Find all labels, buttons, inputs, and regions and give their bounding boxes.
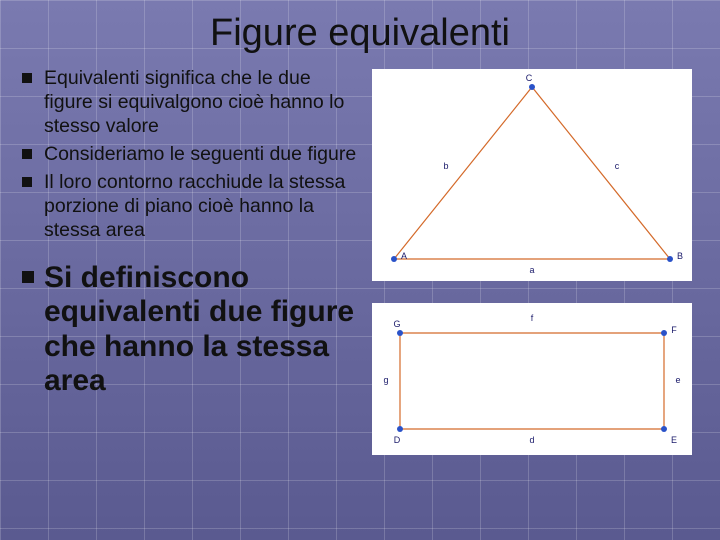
triangle-figure: A B Ca b c xyxy=(372,69,692,281)
svg-text:e: e xyxy=(675,375,680,385)
content-row: Equivalenti significa che le due figure … xyxy=(22,67,698,455)
svg-text:G: G xyxy=(393,319,400,329)
bullet-list-big: Si definiscono equivalenti due figure ch… xyxy=(22,261,362,399)
svg-text:C: C xyxy=(526,73,533,83)
bullet-list-small: Equivalenti significa che le due figure … xyxy=(22,67,362,243)
svg-text:D: D xyxy=(394,435,401,445)
list-item: Il loro contorno racchiude la stessa por… xyxy=(22,171,362,243)
svg-text:b: b xyxy=(443,161,448,171)
figures-column: A B Ca b c D E F Gd e f g xyxy=(372,67,698,455)
svg-text:f: f xyxy=(531,313,534,323)
svg-text:A: A xyxy=(401,251,407,261)
svg-text:d: d xyxy=(529,435,534,445)
svg-text:B: B xyxy=(677,251,683,261)
text-column: Equivalenti significa che le due figure … xyxy=(22,67,362,455)
slide: Figure equivalenti Equivalenti significa… xyxy=(0,0,720,540)
page-title: Figure equivalenti xyxy=(22,12,698,55)
list-item: Equivalenti significa che le due figure … xyxy=(22,67,362,139)
svg-text:c: c xyxy=(615,161,620,171)
rectangle-figure: D E F Gd e f g xyxy=(372,303,692,455)
svg-text:F: F xyxy=(671,325,677,335)
list-item: Si definiscono equivalenti due figure ch… xyxy=(22,261,362,399)
list-item: Consideriamo le seguenti due figure xyxy=(22,143,362,167)
svg-text:g: g xyxy=(383,375,388,385)
svg-text:E: E xyxy=(671,435,677,445)
svg-text:a: a xyxy=(529,265,534,275)
